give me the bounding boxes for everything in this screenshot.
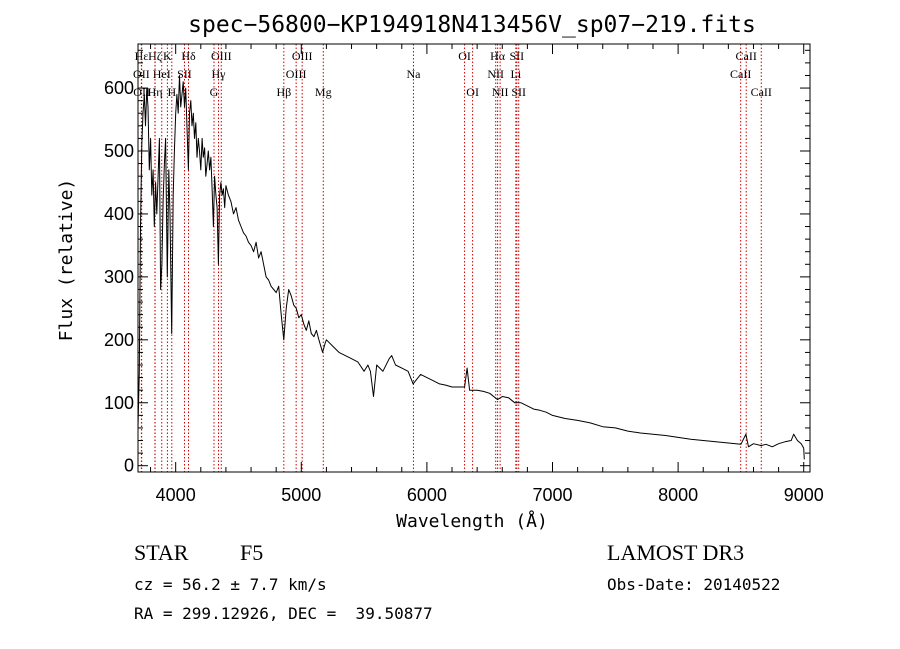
line-marker-label: NII [487, 67, 504, 81]
x-axis: 4000 5000 6000 7000 8000 9000 [150, 44, 824, 505]
line-marker-label: OIII [286, 67, 307, 81]
line-marker-label: OIII [211, 49, 232, 63]
x-tick-label: 7000 [532, 485, 572, 505]
x-tick-label: 9000 [784, 485, 824, 505]
line-marker-label: G [210, 85, 219, 99]
line-marker-label: Hη [148, 85, 163, 99]
line-marker-label: Hδ [181, 49, 196, 63]
line-marker-label: OI [458, 49, 471, 63]
line-marker-label: Hγ [212, 67, 227, 81]
y-tick-label: 300 [104, 267, 134, 287]
line-marker-label: SII [509, 49, 524, 63]
line-marker-label: Na [406, 67, 421, 81]
y-tick-label: 200 [104, 330, 134, 350]
line-marker-label: Hβ [276, 85, 291, 99]
line-marker-label: SII [511, 85, 526, 99]
line-marker-label: Li [510, 67, 521, 81]
survey-name: LAMOST DR3 [607, 540, 745, 565]
line-marker-label: SII [177, 67, 192, 81]
y-tick-label: 100 [104, 393, 134, 413]
y-tick-label: 600 [104, 78, 134, 98]
plot-frame [137, 43, 811, 473]
line-marker-label: OII [133, 67, 150, 81]
x-axis-label: Wavelength (Å) [396, 510, 548, 532]
y-axis-label: Flux (relative) [56, 179, 77, 342]
velocity: cz = 56.2 ± 7.7 km/s [134, 575, 327, 594]
x-tick-label: 8000 [658, 485, 698, 505]
object-class: STAR [134, 540, 189, 565]
series-line-0 [137, 75, 805, 460]
x-tick-label: 5000 [281, 485, 321, 505]
y-tick-label: 400 [104, 204, 134, 224]
y-axis: 0 100 200 300 400 500 600 [104, 49, 810, 476]
line-marker-label: K [163, 49, 172, 63]
x-tick-label: 4000 [156, 485, 196, 505]
subclass: F5 [240, 540, 264, 565]
line-marker-label: CaII [730, 67, 751, 81]
x-tick-label: 6000 [407, 485, 447, 505]
coordinates: RA = 299.12926, DEC = 39.50877 [134, 604, 433, 623]
line-marker-label: CaII [736, 49, 757, 63]
series-layer [137, 75, 805, 460]
line-marker-label: OI [466, 85, 479, 99]
chart-title: spec−56800−KP194918N413456V_sp07−219.fit… [188, 12, 756, 38]
line-marker-label: NII [492, 85, 509, 99]
line-marker-label: H [167, 85, 176, 99]
line-marker-label: Hα [490, 49, 506, 63]
obs-date: Obs-Date: 20140522 [607, 575, 781, 594]
line-marker-label: Mg [315, 85, 332, 99]
line-marker-label: HeI [153, 67, 171, 81]
y-tick-label: 0 [124, 456, 134, 476]
line-marker-label: OIII [292, 49, 313, 63]
y-tick-label: 500 [104, 141, 134, 161]
line-marker-label: CaII [751, 85, 772, 99]
